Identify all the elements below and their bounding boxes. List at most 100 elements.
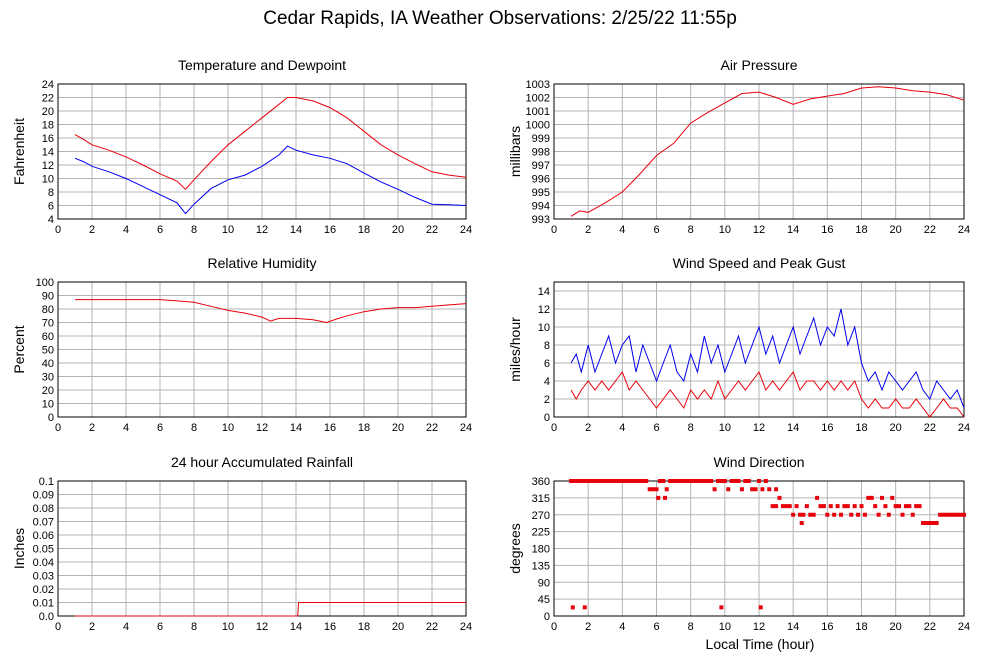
data-point <box>589 479 594 483</box>
y-axis-label: Fahrenheit <box>11 118 27 185</box>
data-point <box>593 479 597 483</box>
data-point <box>582 605 587 610</box>
y-tick-label: 135 <box>532 560 550 572</box>
data-point <box>644 479 649 483</box>
x-tick-label: 0 <box>55 422 61 434</box>
x-tick-label: 6 <box>653 621 659 633</box>
data-point <box>774 487 779 492</box>
data-point <box>736 479 741 483</box>
x-tick-label: 12 <box>753 224 765 236</box>
data-point <box>948 512 953 517</box>
x-tick-label: 22 <box>924 621 936 633</box>
data-point <box>845 504 850 509</box>
data-point <box>931 521 936 525</box>
y-tick-label: 0.0 <box>39 611 54 623</box>
y-tick-label: 0.09 <box>33 490 54 502</box>
x-tick-label: 0 <box>551 224 557 236</box>
x-tick-label: 16 <box>821 621 833 633</box>
data-point <box>801 512 806 517</box>
y-axis-label: Inches <box>11 528 27 569</box>
data-point <box>907 504 912 509</box>
y-tick-label: 90 <box>538 577 550 589</box>
y-axis-label: millibars <box>507 126 523 177</box>
y-tick-label: 16 <box>42 133 54 145</box>
y-tick-label: 0 <box>544 611 550 623</box>
data-point <box>675 479 679 483</box>
data-point <box>575 479 580 483</box>
chart-title: Temperature and Dewpoint <box>178 57 346 73</box>
data-point <box>900 512 905 517</box>
y-tick-label: 12 <box>42 160 54 172</box>
data-point <box>663 495 668 500</box>
x-tick-label: 2 <box>89 224 95 236</box>
data-point <box>722 479 727 483</box>
y-tick-label: 80 <box>42 304 54 316</box>
data-point <box>702 479 707 483</box>
data-point <box>688 479 693 483</box>
chart-title: Relative Humidity <box>208 255 317 271</box>
y-tick-label: 20 <box>42 385 54 397</box>
data-point <box>770 504 775 509</box>
data-point <box>811 512 816 517</box>
chart-title: Air Pressure <box>720 57 797 73</box>
x-tick-label: 14 <box>290 224 302 236</box>
page-title: Cedar Rapids, IA Weather Observations: 2… <box>263 8 737 29</box>
x-tick-label: 18 <box>855 621 867 633</box>
data-point <box>774 504 779 509</box>
y-tick-label: 4 <box>48 214 54 226</box>
x-tick-label: 4 <box>619 422 625 434</box>
data-point <box>746 479 751 483</box>
y-tick-label: 997 <box>532 160 550 172</box>
data-point <box>873 504 878 509</box>
x-tick-label: 22 <box>426 224 438 236</box>
x-tick-label: 24 <box>460 224 472 236</box>
data-point <box>637 479 642 483</box>
data-point <box>634 479 638 483</box>
data-point <box>897 504 902 509</box>
data-point <box>606 479 611 483</box>
data-point <box>791 512 796 517</box>
data-point <box>753 487 758 492</box>
x-tick-label: 12 <box>256 422 268 434</box>
data-point <box>903 504 908 509</box>
data-point <box>616 479 621 483</box>
data-point <box>570 605 575 610</box>
series-line-0 <box>74 97 467 191</box>
data-point <box>572 479 577 483</box>
series-line-0 <box>570 308 965 409</box>
data-point <box>832 512 837 517</box>
y-tick-label: 1000 <box>526 120 550 132</box>
y-tick-label: 20 <box>42 106 54 118</box>
x-tick-label: 24 <box>958 422 970 434</box>
data-point <box>784 504 789 509</box>
data-point <box>859 504 864 509</box>
y-tick-label: 10 <box>42 399 54 411</box>
data-point <box>839 512 843 517</box>
y-tick-label: 0 <box>48 412 54 424</box>
x-tick-label: 6 <box>653 422 659 434</box>
data-point <box>668 479 673 483</box>
chart-title: Wind Speed and Peak Gust <box>673 255 846 271</box>
x-tick-label: 0 <box>55 224 61 236</box>
data-point <box>716 479 720 483</box>
data-point <box>709 479 714 483</box>
x-tick-label: 8 <box>191 621 197 633</box>
data-point <box>763 479 768 483</box>
chart-title: Wind Direction <box>713 454 804 470</box>
data-point <box>719 605 724 610</box>
data-point <box>695 479 700 483</box>
y-tick-label: 22 <box>42 93 54 105</box>
y-tick-label: 6 <box>48 201 54 213</box>
x-tick-label: 18 <box>855 224 867 236</box>
y-tick-label: 2 <box>544 394 550 406</box>
data-point <box>910 512 915 517</box>
y-tick-label: 30 <box>42 372 54 384</box>
data-point <box>924 521 929 525</box>
x-tick-label: 2 <box>89 621 95 633</box>
x-tick-label: 4 <box>619 621 625 633</box>
